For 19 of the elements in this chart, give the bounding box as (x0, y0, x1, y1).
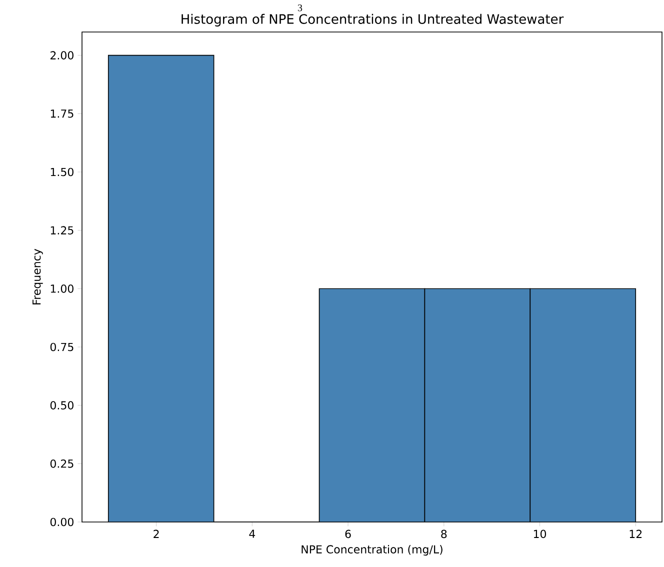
x-tick-label: 4 (249, 530, 256, 538)
x-tick-label: 10 (534, 530, 546, 538)
x-tick-label: 2 (154, 530, 159, 538)
y-axis-title: Frequency (32, 248, 43, 304)
y-tick-label: 1.75 (50, 110, 74, 118)
x-tick-label: 12 (630, 530, 642, 538)
x-axis-title: NPE Concentration (mg/L) (302, 544, 442, 556)
chart-title: Histogram of NPE Concentrations in Untreated Wastewater (182, 14, 564, 26)
y-tick-label: 0.50 (50, 401, 74, 410)
y-tick-label: 2.00 (50, 51, 74, 60)
y-tick-label: 0.25 (50, 460, 74, 468)
y-tick-label: 0.00 (50, 518, 74, 526)
text: 3 (298, 4, 302, 12)
y-tick-label: 0.75 (50, 342, 74, 352)
x-tick-label: 8 (441, 530, 447, 538)
y-tick-label: 1.50 (50, 168, 74, 176)
y-tick-label: 1.00 (50, 284, 74, 293)
x-tick-label: 6 (345, 530, 351, 538)
y-tick-label: 1.25 (50, 226, 74, 234)
